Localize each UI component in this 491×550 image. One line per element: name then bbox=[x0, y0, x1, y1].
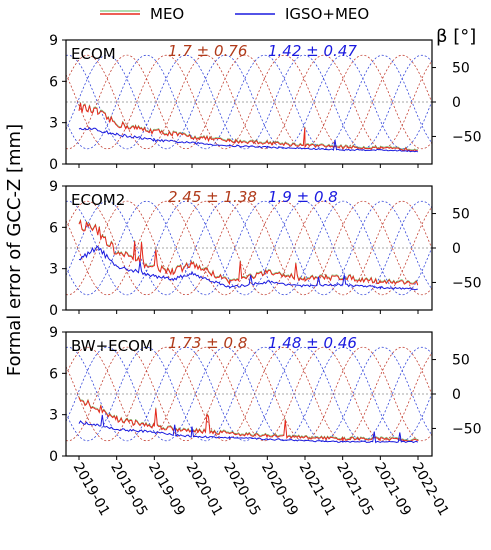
x-tick-label: 2020-05 bbox=[220, 460, 263, 519]
panel-label: BW+ECOM bbox=[71, 337, 153, 355]
y2-tick-label: −50 bbox=[452, 275, 482, 291]
beta-curve bbox=[66, 346, 432, 442]
beta-curve bbox=[66, 200, 432, 296]
plot-frame bbox=[65, 39, 433, 165]
beta-curve bbox=[66, 200, 432, 296]
beta-curve bbox=[66, 200, 432, 296]
beta-curve bbox=[66, 200, 432, 296]
stat-meo: 2.45 ± 1.38 bbox=[168, 188, 257, 206]
beta-angle-curves bbox=[66, 54, 432, 150]
legend: MEO IGSO+MEO bbox=[100, 5, 369, 23]
beta-curve bbox=[66, 346, 432, 442]
legend-meo-label: MEO bbox=[150, 5, 184, 23]
y-tick-label: 6 bbox=[49, 366, 58, 382]
beta-curve bbox=[66, 54, 432, 150]
y2-tick-label: 50 bbox=[452, 61, 470, 77]
y2-tick-label: 50 bbox=[452, 353, 470, 369]
y-tick-label: 0 bbox=[49, 157, 58, 173]
y2-tick-label: 0 bbox=[452, 241, 461, 257]
beta-curve bbox=[66, 54, 432, 150]
beta-curve bbox=[66, 346, 432, 442]
x-tick-label: 2019-05 bbox=[107, 460, 150, 519]
beta-curve bbox=[66, 54, 432, 150]
y2-tick-label: 0 bbox=[452, 95, 461, 111]
beta-curve bbox=[66, 346, 432, 442]
x-tick-label: 2022-01 bbox=[409, 460, 452, 519]
beta-curve bbox=[66, 54, 432, 150]
y-tick-label: 9 bbox=[49, 325, 58, 341]
beta-curve bbox=[66, 346, 432, 442]
y2-tick-label: −50 bbox=[452, 129, 482, 145]
series-igso-meo bbox=[78, 414, 419, 444]
stat-igso-meo: 1.48 ± 0.46 bbox=[268, 334, 357, 352]
y-tick-label: 3 bbox=[49, 116, 58, 132]
beta-curve bbox=[66, 200, 432, 296]
beta-curve bbox=[66, 346, 432, 442]
y-tick-label: 9 bbox=[49, 179, 58, 195]
x-tick-label: 2019-01 bbox=[70, 460, 113, 519]
series-igso-meo bbox=[78, 245, 418, 291]
beta-angle-curves bbox=[66, 200, 432, 296]
beta-curve bbox=[66, 200, 432, 296]
y-tick-label: 3 bbox=[49, 262, 58, 278]
beta-curve bbox=[66, 346, 432, 442]
x-tick-label: 2021-09 bbox=[371, 460, 414, 519]
beta-curve bbox=[66, 54, 432, 150]
beta-curve bbox=[66, 54, 432, 150]
panel-label: ECOM2 bbox=[71, 191, 125, 209]
beta-curve bbox=[66, 200, 432, 296]
beta-angle-curves bbox=[66, 346, 432, 442]
y-tick-label: 0 bbox=[49, 449, 58, 465]
beta-curve bbox=[66, 346, 432, 442]
panels: 0 3 6 9 50 0 −50 ECOM 1.7 ± 0.76 1.42 ± 0.47 0 3 6 9 5… bbox=[49, 33, 481, 465]
legend-igso-label: IGSO+MEO bbox=[285, 5, 369, 23]
y-tick-label: 0 bbox=[49, 303, 58, 319]
beta-curve bbox=[66, 200, 432, 296]
stat-meo: 1.73 ± 0.8 bbox=[168, 334, 247, 352]
beta-curve bbox=[66, 54, 432, 150]
beta-curve bbox=[66, 200, 432, 296]
series-meo bbox=[78, 219, 419, 286]
x-axis: 2019-012019-052019-092020-012020-052020-… bbox=[70, 460, 452, 519]
panel-ecom: 0 3 6 9 50 0 −50 ECOM 1.7 ± 0.76 1.42 ± 0.47 bbox=[49, 33, 481, 173]
panel-bw-ecom: 0 3 6 9 50 0 −50 BW+ECOM 1.73 ± 0.8 1.48 ± 0.46 bbox=[49, 325, 481, 465]
beta-curve bbox=[66, 346, 432, 442]
x-tick-label: 2021-05 bbox=[333, 460, 376, 519]
y-tick-label: 3 bbox=[49, 408, 58, 424]
series-meo-green bbox=[78, 218, 419, 285]
y2-tick-label: 50 bbox=[452, 207, 470, 223]
beta-curve bbox=[66, 200, 432, 296]
stat-meo: 1.7 ± 0.76 bbox=[168, 42, 247, 60]
beta-curve bbox=[66, 54, 432, 150]
series-meo bbox=[78, 102, 419, 152]
series-igso-meo bbox=[78, 127, 419, 153]
x-tick-label: 2021-01 bbox=[296, 460, 339, 519]
x-tick-label: 2020-01 bbox=[183, 460, 226, 519]
x-tick-label: 2020-09 bbox=[258, 460, 301, 519]
stat-igso-meo: 1.42 ± 0.47 bbox=[268, 42, 357, 60]
panel-ecom2: 0 3 6 9 50 0 −50 ECOM2 2.45 ± 1.38 1.9 ± 0.8 bbox=[49, 179, 481, 319]
beta-curve bbox=[66, 54, 432, 150]
beta-curve bbox=[66, 54, 432, 150]
series-meo bbox=[78, 397, 419, 442]
stat-igso-meo: 1.9 ± 0.8 bbox=[268, 188, 338, 206]
panel-label: ECOM bbox=[71, 45, 116, 63]
beta-curve bbox=[66, 54, 432, 150]
beta-curve bbox=[66, 346, 432, 442]
beta-curve bbox=[66, 346, 432, 442]
x-tick-label: 2019-09 bbox=[145, 460, 188, 519]
y-tick-label: 9 bbox=[49, 33, 58, 49]
y-tick-label: 6 bbox=[49, 220, 58, 236]
beta-curve bbox=[66, 54, 432, 150]
beta-curve bbox=[66, 346, 432, 442]
y2-tick-label: −50 bbox=[452, 421, 482, 437]
y-tick-label: 6 bbox=[49, 74, 58, 90]
right-axis-title: β [°] bbox=[436, 26, 476, 47]
y2-tick-label: 0 bbox=[452, 387, 461, 403]
beta-curve bbox=[66, 200, 432, 296]
left-axis-title: Formal error of GCC-Z [mm] bbox=[4, 124, 25, 376]
beta-curve bbox=[66, 200, 432, 296]
